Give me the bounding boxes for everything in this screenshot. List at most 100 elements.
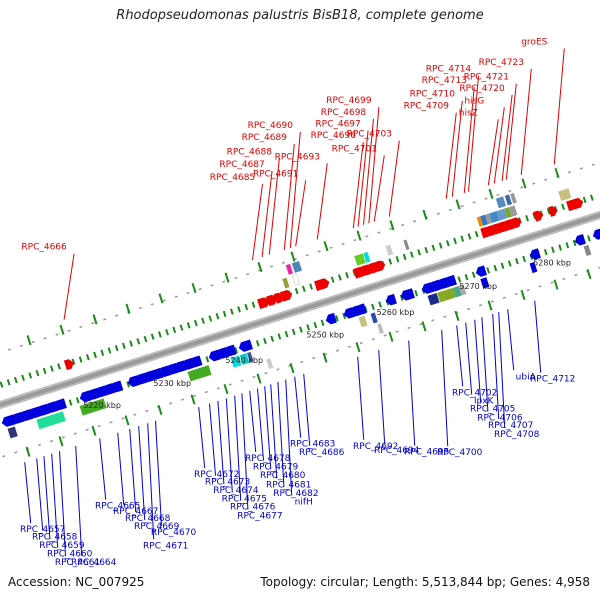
gene-label-upper: RPC_4710 xyxy=(410,90,456,100)
scale-tick xyxy=(546,208,551,215)
scale-tick xyxy=(158,331,162,338)
guide-tick xyxy=(223,383,229,395)
gene-block xyxy=(489,211,500,223)
gene-arrow xyxy=(190,355,203,368)
leader-line xyxy=(217,400,225,485)
gene-block xyxy=(485,213,493,225)
gene-block xyxy=(558,188,572,202)
scale-tick xyxy=(291,328,296,336)
scale-tick xyxy=(186,322,191,329)
scale-tick xyxy=(237,306,241,313)
scale-tick xyxy=(6,379,11,386)
gene-arrow xyxy=(385,293,397,306)
leader-line xyxy=(241,393,249,510)
gene-block xyxy=(282,277,290,289)
scale-tick xyxy=(270,335,274,342)
gene-block xyxy=(292,274,300,286)
gene-label-upper: hisZ xyxy=(459,108,478,118)
gene-label-lower: lpxK xyxy=(474,397,495,407)
gene-label-lower: RPC_4679 xyxy=(253,462,299,472)
leader-line xyxy=(234,395,242,501)
gene-arrow xyxy=(400,288,415,301)
guide-tick xyxy=(92,314,98,325)
leader-line xyxy=(408,340,416,446)
leader-line xyxy=(441,330,449,447)
guide-tick xyxy=(322,352,328,363)
leader-line xyxy=(467,75,479,192)
scale-tick xyxy=(35,370,40,377)
leader-line xyxy=(534,300,542,373)
guide-tick xyxy=(356,230,362,241)
guide-tick xyxy=(388,331,394,342)
scale-tick xyxy=(129,340,133,347)
scale-tick xyxy=(208,315,213,322)
scale-tick xyxy=(78,356,83,363)
scale-tick xyxy=(14,376,18,384)
gene-label-upper: RPC_4666 xyxy=(21,243,67,253)
scale-label: 5250 kbp xyxy=(306,330,344,339)
leader-line xyxy=(316,163,328,240)
guide-tick xyxy=(521,178,527,189)
leader-line xyxy=(357,130,369,227)
gene-block xyxy=(363,251,371,263)
gene-arrow xyxy=(475,265,487,277)
guide-tick xyxy=(454,310,460,321)
scale-tick xyxy=(136,338,141,345)
scale-tick xyxy=(122,342,126,350)
gene-block xyxy=(79,398,107,416)
gene-arrow xyxy=(238,339,253,352)
gene-arrow xyxy=(224,344,237,357)
gene-label-upper: RPC_4703 xyxy=(347,130,392,140)
scale-tick xyxy=(50,365,54,372)
scale-tick xyxy=(474,230,479,238)
gene-block xyxy=(291,261,303,273)
leader-line xyxy=(251,183,263,261)
gene-arrow xyxy=(592,228,600,240)
scale-tick xyxy=(299,326,303,333)
leader-line xyxy=(147,423,155,540)
scale-tick xyxy=(234,346,238,354)
leader-line xyxy=(138,426,146,521)
leader-line xyxy=(487,119,499,186)
scale-tick xyxy=(438,242,443,249)
leader-line xyxy=(249,390,257,453)
gene-label-upper: groES xyxy=(521,37,547,47)
gene-arrow xyxy=(445,274,457,287)
scale-tick xyxy=(107,347,112,354)
gene-block xyxy=(377,323,384,334)
gene-label-lower: RPC_4700 xyxy=(437,448,483,458)
leader-line xyxy=(209,403,217,476)
leader-line xyxy=(257,388,265,461)
leader-line xyxy=(357,356,365,440)
scale-tick xyxy=(309,283,313,290)
gene-label-lower: RPC_4705 xyxy=(470,405,515,415)
gene-label-upper: hisG xyxy=(464,96,484,106)
gene-block xyxy=(7,426,18,439)
scale-tick xyxy=(75,397,80,404)
scale-tick xyxy=(179,324,184,331)
scale-tick xyxy=(500,262,505,269)
leader-line xyxy=(270,384,278,479)
guide-tick xyxy=(91,425,97,436)
leader-line xyxy=(465,322,473,395)
gene-arrow xyxy=(325,312,337,325)
guide-tick xyxy=(58,436,64,447)
gene-block xyxy=(246,351,254,363)
guide-tick xyxy=(257,262,263,273)
gene-label-lower: RPC_4707 xyxy=(488,421,533,431)
leader-line xyxy=(493,107,505,184)
leader-line xyxy=(303,373,311,446)
scale-tick xyxy=(424,246,429,254)
dotted-guides xyxy=(0,162,600,458)
scale-tick xyxy=(388,258,393,265)
scale-tick xyxy=(172,326,177,334)
guide-tick xyxy=(455,199,461,210)
gene-block xyxy=(370,312,378,324)
gene-labels: 5220 kbp 5230 kbp 5240 kbp 5250 kbp 5260 kbp… xyxy=(20,37,575,568)
leader-line xyxy=(362,118,374,225)
scale-tick xyxy=(194,319,198,327)
scale-tick xyxy=(371,303,375,310)
gene-label-upper: RPC_4720 xyxy=(459,84,505,94)
gene-arrow xyxy=(548,205,558,217)
genome-summary: Topology: circular; Length: 5,513,844 bp… xyxy=(260,575,590,589)
